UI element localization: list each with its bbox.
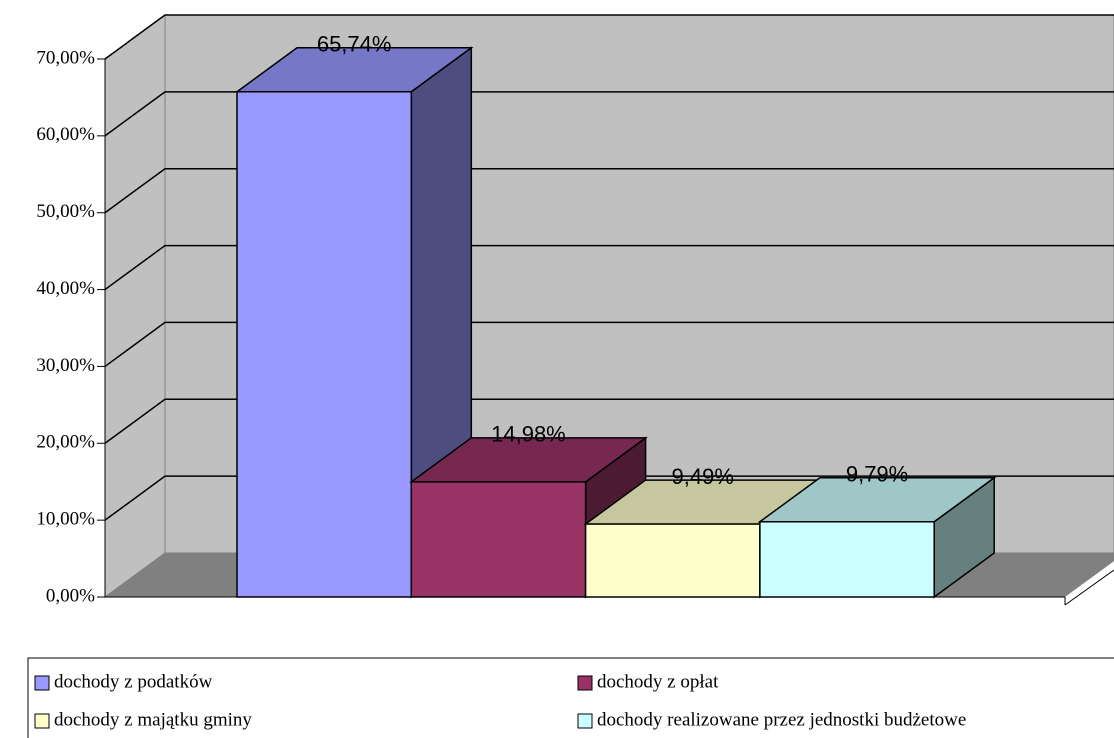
- grid-line: [104, 14, 1114, 60]
- bar: [236, 90, 413, 598]
- grid-line: [104, 398, 1114, 444]
- legend-swatch: [577, 713, 593, 729]
- y-tick-label: 20,00%: [36, 432, 95, 453]
- y-tick-label: 50,00%: [36, 201, 95, 222]
- bar: [584, 523, 761, 598]
- legend-swatch: [577, 675, 593, 691]
- value-label: 14,98%: [491, 422, 566, 447]
- grid-line: [104, 321, 1114, 368]
- grid-line: [104, 91, 1114, 137]
- grid-line: [104, 167, 1114, 214]
- grid-line: [104, 475, 1114, 521]
- legend-swatch: [34, 713, 50, 729]
- bar: [759, 521, 935, 598]
- floor-edge: [1064, 569, 1114, 606]
- legend-swatch: [34, 675, 50, 691]
- y-tick-label: 10,00%: [36, 509, 95, 530]
- y-tick-label: 30,00%: [36, 355, 95, 376]
- legend-label: dochody z podatków: [54, 671, 213, 692]
- y-tick-label: 60,00%: [36, 124, 95, 145]
- legend-label: dochody realizowane przez jednostki budż…: [597, 709, 966, 730]
- value-label: 9,49%: [672, 464, 734, 489]
- value-label: 9,79%: [846, 462, 908, 487]
- y-tick-label: 0,00%: [46, 585, 95, 606]
- y-tick-label: 70,00%: [36, 47, 95, 68]
- y-tick-label: 40,00%: [36, 278, 95, 299]
- legend-label: dochody z opłat: [597, 671, 719, 692]
- bar: [410, 481, 587, 598]
- legend-label: dochody z majątku gminy: [54, 709, 252, 730]
- legend: [27, 657, 1114, 738]
- grid-line: [104, 244, 1114, 291]
- value-label: 65,74%: [317, 32, 392, 57]
